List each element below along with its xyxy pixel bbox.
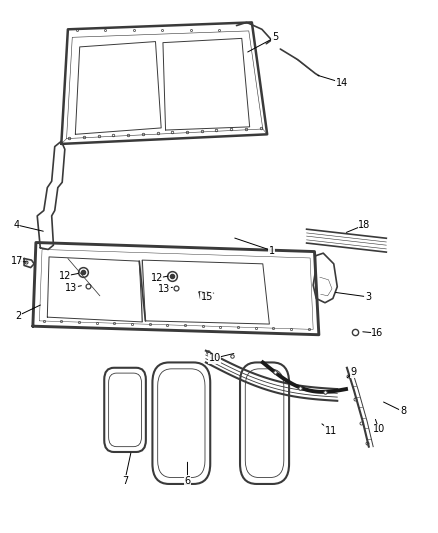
Text: 6: 6: [184, 476, 191, 486]
Text: 18: 18: [358, 220, 371, 230]
Text: 9: 9: [351, 367, 357, 377]
Text: 10: 10: [373, 424, 385, 434]
Text: 15: 15: [201, 293, 213, 302]
Text: 5: 5: [272, 33, 278, 42]
Text: 4: 4: [14, 220, 20, 230]
Text: 7: 7: [122, 476, 128, 486]
Text: 2: 2: [15, 311, 21, 320]
Text: 11: 11: [325, 426, 337, 435]
Text: 12: 12: [151, 273, 163, 283]
Text: 12: 12: [59, 271, 71, 281]
Text: 10: 10: [208, 353, 221, 363]
Text: 13: 13: [158, 284, 170, 294]
Text: 17: 17: [11, 256, 23, 266]
Text: 8: 8: [400, 407, 406, 416]
Text: 14: 14: [336, 78, 348, 87]
Text: 13: 13: [65, 283, 77, 293]
Text: 16: 16: [371, 328, 384, 338]
Text: 3: 3: [365, 292, 371, 302]
Text: 1: 1: [268, 246, 275, 255]
